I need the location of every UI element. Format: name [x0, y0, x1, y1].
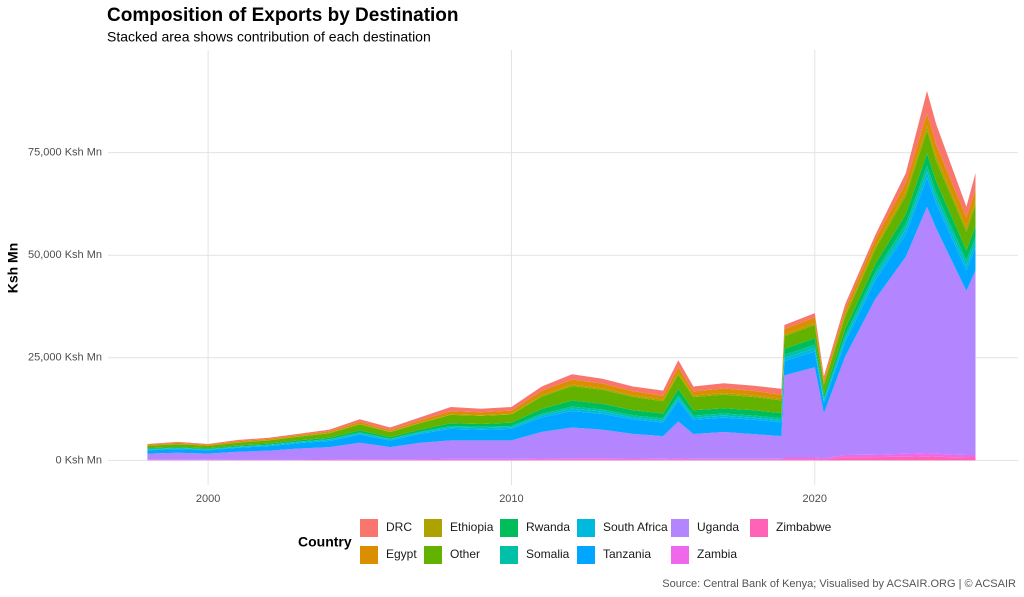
legend-key	[750, 519, 768, 537]
legend-label: DRC	[386, 520, 412, 534]
legend-key	[424, 546, 442, 564]
x-tick-label: 2020	[803, 493, 827, 505]
legend-label: Egypt	[386, 547, 417, 561]
y-tick-label: 0 Ksh Mn	[56, 454, 102, 466]
y-tick-label: 50,000 Ksh Mn	[28, 249, 102, 261]
legend-key	[671, 546, 689, 564]
y-tick-label: 25,000 Ksh Mn	[28, 352, 102, 364]
caption: Source: Central Bank of Kenya; Visualise…	[662, 578, 1016, 590]
legend-label: Uganda	[697, 520, 739, 534]
area	[147, 453, 976, 461]
area	[147, 456, 976, 461]
legend-label: Other	[450, 547, 480, 561]
y-axis-title: Ksh Mn	[5, 243, 21, 294]
legend-key	[360, 519, 378, 537]
x-tick-label: 2000	[196, 493, 220, 505]
legend-label: Ethiopia	[450, 520, 494, 534]
legend-key	[577, 519, 595, 537]
chart-subtitle: Stacked area shows contribution of each …	[107, 29, 431, 45]
area	[147, 206, 976, 460]
legend-key	[500, 546, 518, 564]
legend-key	[360, 546, 378, 564]
legend-label: Rwanda	[526, 520, 570, 534]
legend-label: Tanzania	[603, 547, 651, 561]
legend-label: Zambia	[697, 547, 737, 561]
legend-key	[500, 519, 518, 537]
legend-label: South Africa	[603, 520, 668, 534]
legend-key	[424, 519, 442, 537]
x-tick-label: 2010	[499, 493, 523, 505]
legend-label: Somalia	[526, 547, 570, 561]
legend-title: Country	[298, 534, 352, 550]
legend-key	[671, 519, 689, 537]
legend-key	[577, 546, 595, 564]
legend-label: Zimbabwe	[776, 520, 832, 534]
y-tick-label: 75,000 Ksh Mn	[28, 147, 102, 159]
chart-title: Composition of Exports by Destination	[107, 5, 459, 26]
